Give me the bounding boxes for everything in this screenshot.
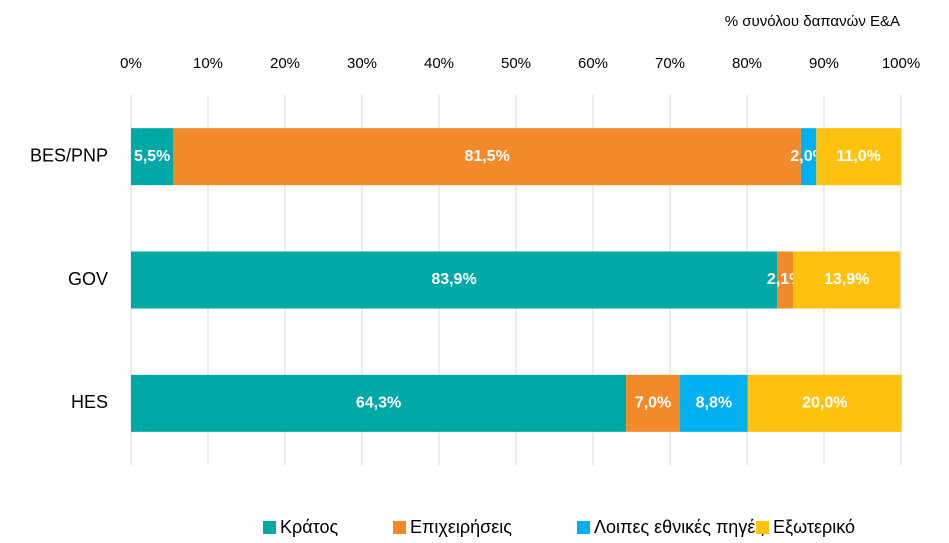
data-label: 5,5% [134,148,170,165]
x-tick-label: 0% [120,55,142,72]
y-tick-label: GOV [68,269,108,289]
x-tick-label: 50% [501,55,531,72]
y-tick-label: HES [71,392,108,412]
legend-swatch [393,521,406,534]
bar-segment [800,128,817,186]
x-tick-label: 100% [882,55,920,72]
legend-swatch [756,521,769,534]
legend-label: Εξωτερικό [773,517,855,537]
x-tick-label: 20% [270,55,300,72]
bar-segment [777,251,794,309]
bar-segment [747,374,902,432]
bar-segment [131,374,627,432]
data-label: 64,3% [356,395,401,412]
data-label: 20,0% [802,395,847,412]
bar-segment [131,251,778,309]
legend-swatch [577,521,590,534]
x-tick-label: 80% [732,55,762,72]
x-tick-label: 60% [578,55,608,72]
bar-segment [173,128,801,186]
data-label: 11,0% [836,148,880,165]
data-label: 8,8% [696,395,732,412]
bar-segment [680,374,748,432]
x-tick-label: 30% [347,55,377,72]
bar-segment [131,128,174,186]
axis-title: % συνόλου δαπανών Ε&Α [725,13,900,30]
x-tick-label: 70% [655,55,685,72]
x-tick-label: 10% [193,55,223,72]
legend-swatch [263,521,276,534]
bar-segment [816,128,901,186]
data-label: 7,0% [635,395,671,412]
legend-label: Κράτος [280,517,339,537]
bar-segment [793,251,901,309]
bar-segment [626,374,681,432]
y-tick-label: BES/PNP [30,145,108,165]
legend-label: Λοιπες εθνικές πηγές [594,517,764,537]
data-label: 13,9% [824,271,869,288]
data-label: 83,9% [431,271,476,288]
legend-label: Επιχειρήσεις [410,517,512,537]
x-tick-label: 90% [809,55,839,72]
data-label: 81,5% [464,148,509,165]
x-tick-label: 40% [424,55,454,72]
